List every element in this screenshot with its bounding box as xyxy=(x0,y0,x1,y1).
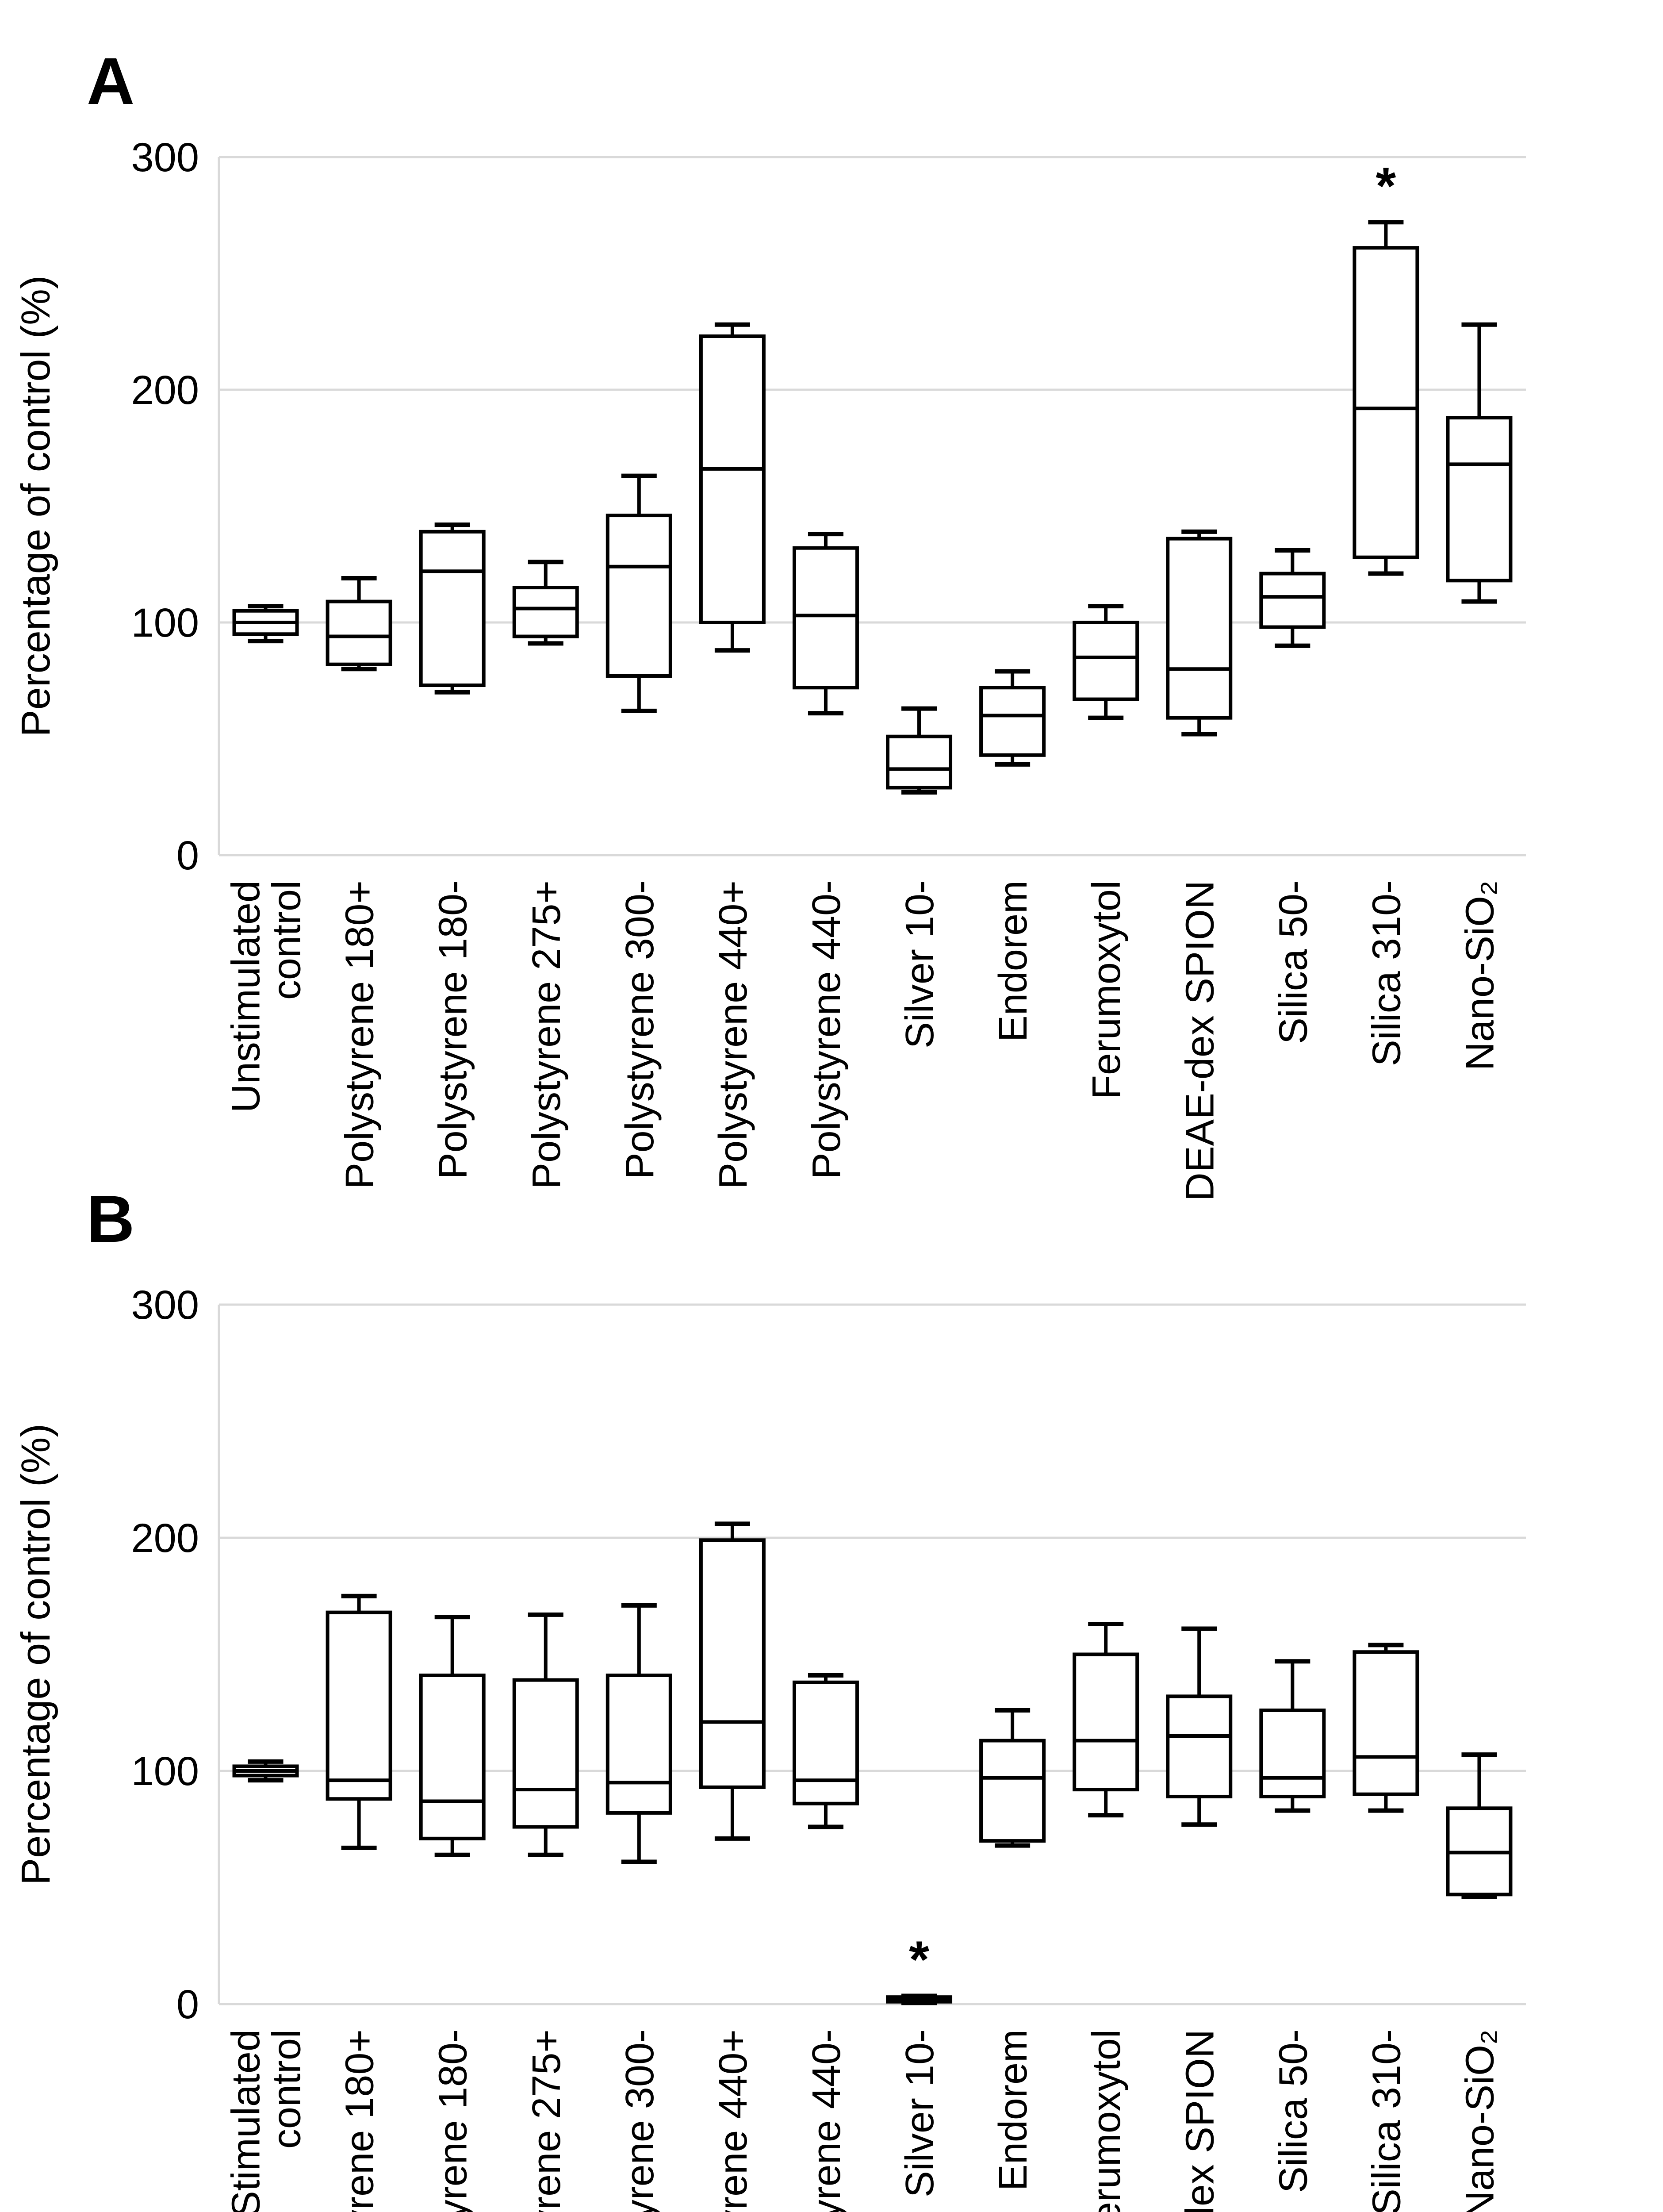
iqr-box xyxy=(605,1673,672,1815)
category-label: Silica 50- xyxy=(1271,2029,1315,2193)
category-label: DEAE-dex SPION xyxy=(1178,2029,1222,2212)
box-plot xyxy=(792,1673,859,1829)
iqr-box xyxy=(1353,1650,1419,1796)
y-tick-label: 0 xyxy=(176,833,199,878)
box-plot xyxy=(979,669,1046,767)
iqr-box xyxy=(512,1678,579,1829)
iqr-box xyxy=(512,586,579,638)
box-plot xyxy=(792,532,859,716)
category-label-line-1: Stimulated xyxy=(224,2029,268,2212)
iqr-box xyxy=(792,1680,859,1805)
iqr-box xyxy=(886,734,953,790)
box-plot xyxy=(1259,1659,1326,1813)
category-label: Polystyrene 275+ xyxy=(525,2029,569,2212)
category-label: Polystyrene 440- xyxy=(805,2029,849,2212)
category-label: Silica 310- xyxy=(1364,2029,1409,2212)
iqr-box xyxy=(1166,537,1233,720)
box-plot xyxy=(979,1708,1046,1848)
iqr-box xyxy=(1446,416,1513,583)
category-label: Polystyrene 180- xyxy=(431,2029,475,2212)
box-plot xyxy=(232,604,299,644)
category-label: Polystyrene 440- xyxy=(805,880,849,1179)
box-plot xyxy=(1073,1621,1139,1818)
iqr-box xyxy=(979,686,1046,757)
iqr-box xyxy=(419,530,486,687)
category-label: Polystyrene 300- xyxy=(618,880,662,1179)
box-plot xyxy=(1259,548,1326,648)
category-label: Polystyrene 275+ xyxy=(525,880,569,1189)
y-axis-title: Percentage of control (%) xyxy=(13,1424,58,1885)
category-label: Polystyrene 440+ xyxy=(711,880,755,1189)
box-plot xyxy=(232,1759,299,1783)
category-label-line-1: Unstimulated xyxy=(224,880,268,1113)
category-label: Nano-SiO₂ xyxy=(1458,880,1502,1071)
box-plot xyxy=(419,1615,486,1857)
category-label: Silver 10- xyxy=(898,2029,942,2197)
iqr-box xyxy=(1073,1652,1139,1792)
iqr-box xyxy=(699,334,766,624)
box-plot xyxy=(1166,1626,1233,1827)
box-plot xyxy=(1446,1752,1513,1899)
iqr-box xyxy=(419,1673,486,1840)
category-label: Polystyrene 300- xyxy=(618,2029,662,2212)
box-plot xyxy=(1166,529,1233,737)
category-label: Ferumoxytol xyxy=(1084,2029,1129,2212)
y-axis-title: Percentage of control (%) xyxy=(13,275,58,737)
iqr-box xyxy=(1353,246,1419,559)
box-plot: * xyxy=(1353,157,1419,576)
category-label: DEAE-dex SPION xyxy=(1178,880,1222,1201)
panel-b-letter: B xyxy=(87,1182,135,1256)
iqr-box xyxy=(1166,1694,1233,1798)
box-plot xyxy=(326,576,392,672)
y-tick-label: 200 xyxy=(131,368,199,413)
box-plot xyxy=(512,1612,579,1857)
panel-a-letter: A xyxy=(87,44,135,118)
iqr-box xyxy=(979,1739,1046,1843)
box-plot xyxy=(1353,1643,1419,1813)
category-label: Polystyrene 180+ xyxy=(338,2029,382,2212)
iqr-box xyxy=(1073,621,1139,701)
significance-asterisk: * xyxy=(1376,157,1396,215)
box-plot xyxy=(605,473,672,713)
iqr-box xyxy=(326,1610,392,1801)
category-label: Polystyrene 440+ xyxy=(711,2029,755,2212)
category-label: Polystyrene 180- xyxy=(431,880,475,1179)
box-plot xyxy=(699,322,766,653)
box-plot xyxy=(419,522,486,695)
box-plot xyxy=(326,1594,392,1850)
panel-b-chart: 0 100 200 300 Percentage of control (%) Stimu… xyxy=(13,1283,1526,2212)
category-label: Silica 50- xyxy=(1271,880,1315,1044)
y-tick-label: 200 xyxy=(131,1516,199,1561)
category-label: Silver 10- xyxy=(898,880,942,1048)
iqr-box xyxy=(699,1538,766,1789)
box-plot xyxy=(1446,322,1513,604)
iqr-box xyxy=(605,514,672,678)
iqr-box xyxy=(326,599,392,666)
y-tick-label: 100 xyxy=(131,600,199,645)
iqr-box xyxy=(1259,572,1326,629)
y-tick-label: 100 xyxy=(131,1749,199,1794)
box-plot xyxy=(886,706,953,795)
category-label: Ferumoxytol xyxy=(1084,880,1129,1099)
category-label: Endorem xyxy=(991,2029,1035,2191)
box-plot xyxy=(699,1521,766,1841)
box-plot: * xyxy=(886,1931,953,2005)
category-label: Endorem xyxy=(991,880,1035,1042)
y-tick-label: 0 xyxy=(176,1982,199,2027)
category-label: Nano-SiO₂ xyxy=(1458,2029,1502,2212)
category-label: Polystyrene 180+ xyxy=(338,880,382,1189)
box-plot xyxy=(512,560,579,646)
y-tick-label: 300 xyxy=(131,135,199,180)
category-label: Silica 310- xyxy=(1364,880,1409,1066)
iqr-box xyxy=(1259,1708,1326,1798)
box-plot xyxy=(1073,604,1139,720)
category-label-line-2: control xyxy=(265,2029,309,2149)
panel-a-chart: 0 100 200 300 Percentage of control (%) Unsti… xyxy=(13,135,1526,1201)
y-tick-label: 300 xyxy=(131,1283,199,1328)
significance-asterisk: * xyxy=(909,1931,929,1989)
category-label-line-2: control xyxy=(265,880,309,1000)
box-plot xyxy=(605,1603,672,1864)
iqr-box xyxy=(792,546,859,690)
